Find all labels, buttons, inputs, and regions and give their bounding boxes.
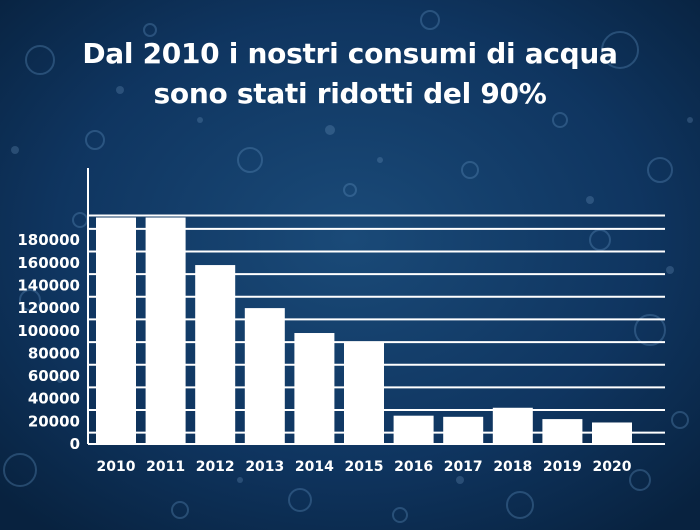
y-tick-label: 80000 (28, 344, 80, 362)
bar (145, 217, 186, 444)
x-tick-label: 2010 (97, 459, 136, 475)
chart-title-line-2: sono stati ridotti del 90% (153, 77, 547, 110)
x-tick-label: 2011 (146, 459, 185, 475)
bar (96, 217, 136, 444)
x-tick-label: 2017 (444, 459, 483, 475)
bar (542, 419, 583, 444)
y-tick-label: 140000 (17, 276, 80, 294)
x-tick-label: 2014 (295, 459, 334, 475)
y-tick-label: 0 (70, 435, 80, 453)
bar (492, 407, 533, 444)
x-tick-label: 2018 (493, 459, 532, 475)
bar (443, 416, 484, 444)
bar (592, 422, 632, 444)
y-tick-label: 40000 (28, 390, 80, 408)
y-tick-label: 160000 (17, 254, 80, 272)
x-tick-label: 2012 (196, 459, 235, 475)
x-tick-label: 2015 (345, 459, 384, 475)
x-tick-label: 2020 (593, 459, 632, 475)
y-tick-label: 60000 (28, 367, 80, 385)
chart-title: Dal 2010 i nostri consumi di acqua sono … (0, 34, 700, 114)
bar (244, 308, 285, 444)
y-tick-label: 180000 (17, 231, 80, 249)
bar (344, 342, 384, 444)
x-tick-label: 2019 (543, 459, 582, 475)
y-tick-label: 120000 (17, 299, 80, 317)
bar (294, 333, 335, 444)
bar (393, 415, 434, 444)
chart-title-line-1: Dal 2010 i nostri consumi di acqua (82, 37, 618, 70)
x-tick-label: 2016 (394, 459, 433, 475)
x-tick-label: 2013 (245, 459, 284, 475)
y-tick-label: 100000 (17, 322, 80, 340)
y-tick-label: 20000 (28, 412, 80, 430)
bar (195, 265, 236, 444)
